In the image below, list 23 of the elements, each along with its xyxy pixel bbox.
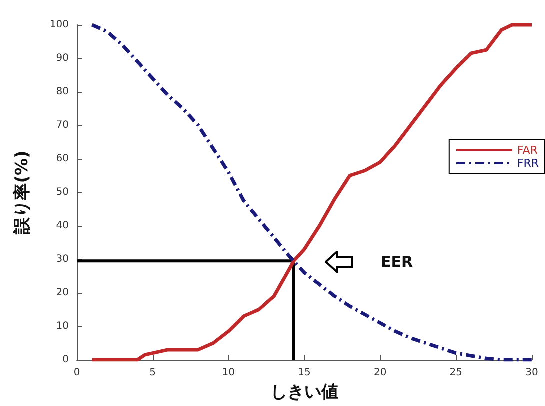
y-tick-label: 40 — [56, 220, 69, 232]
y-tick-label: 90 — [56, 53, 69, 64]
y-tick-label: 60 — [56, 154, 69, 164]
text: FRR — [517, 157, 540, 170]
x-tick-label: 0 — [74, 368, 80, 378]
x-tick-label: 25 — [450, 368, 463, 378]
y-axis-title: 誤り率(%) — [12, 150, 32, 236]
y-tick-label: 0 — [62, 354, 69, 366]
y-tick-label: 50 — [56, 187, 69, 198]
annotation: EER — [381, 253, 414, 271]
x-tick-label: 15 — [298, 368, 311, 378]
y-tick-label: 70 — [56, 120, 69, 131]
x-tick-label: 10 — [222, 368, 236, 378]
y-tick-label: 10 — [56, 321, 69, 332]
x-tick-label: 5 — [150, 368, 156, 378]
y-tick-label: 20 — [56, 288, 69, 298]
text: FAR — [517, 144, 538, 157]
x-tick-label: 20 — [374, 368, 387, 378]
x-tick-label: 30 — [526, 368, 538, 378]
x-axis-title: しきい値 — [270, 382, 338, 402]
y-tick-label: 30 — [56, 254, 69, 265]
y-tick-label: 80 — [56, 86, 69, 98]
y-tick-label: 100 — [50, 20, 69, 30]
